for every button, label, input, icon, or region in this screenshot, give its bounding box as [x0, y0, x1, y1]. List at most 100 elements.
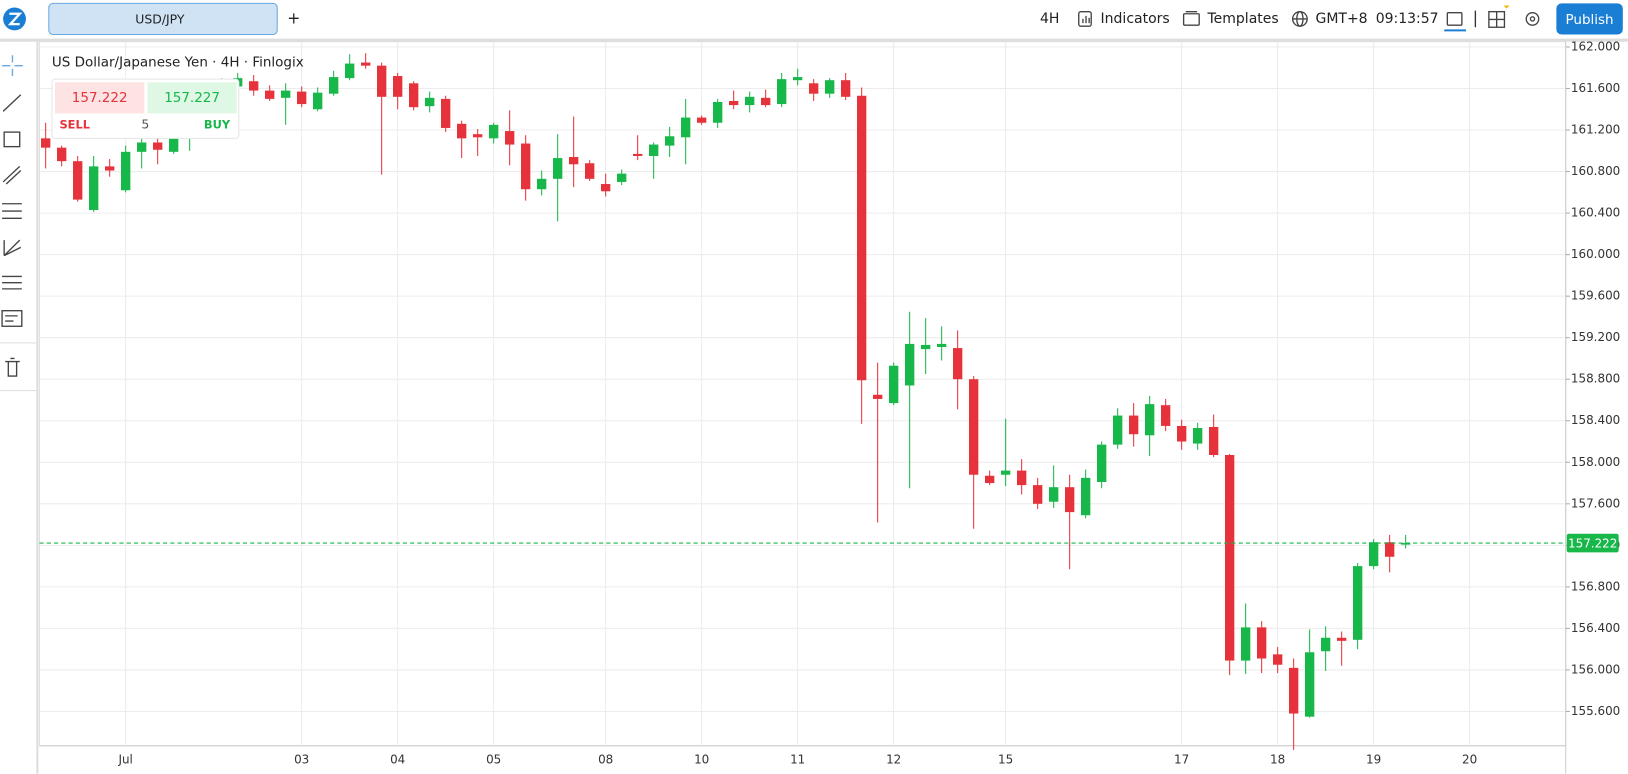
- candle-body: [1400, 543, 1411, 545]
- x-tick-label: 10: [694, 753, 709, 767]
- candle-body: [1016, 470, 1027, 486]
- candle-body: [1320, 637, 1331, 652]
- candle-body: [457, 123, 467, 139]
- candle-body: [936, 343, 947, 348]
- candle-body: [1352, 566, 1363, 640]
- rect-tool[interactable]: [3, 131, 21, 148]
- candle-body: [632, 153, 643, 156]
- symbol-box[interactable]: [48, 2, 278, 36]
- candle-body: [904, 343, 915, 386]
- candle-body: [249, 81, 259, 91]
- candle-body: [824, 80, 835, 94]
- candle-body: [521, 143, 531, 190]
- candle-body: [680, 117, 691, 138]
- candle-body: [872, 394, 883, 399]
- y-tick-label: 160.000: [1571, 247, 1620, 261]
- candle-body: [489, 124, 499, 139]
- sell-button[interactable]: [55, 82, 145, 114]
- symbol[interactable]: USD/JPY: [135, 11, 185, 26]
- candle-body: [776, 79, 787, 105]
- candle-body: [1112, 415, 1123, 445]
- add-tab[interactable]: +: [287, 9, 300, 27]
- candle-body: [281, 90, 291, 98]
- candle-body: [121, 151, 131, 191]
- x-tick-label: 05: [486, 753, 501, 767]
- templates[interactable]: Templates: [1207, 11, 1279, 27]
- x-tick-label: 19: [1366, 753, 1381, 767]
- candle-body: [984, 475, 995, 484]
- candle-body: [105, 166, 115, 171]
- fan-tool[interactable]: [3, 239, 22, 257]
- candle-body: [664, 136, 675, 146]
- fib-tool[interactable]: [2, 203, 22, 219]
- sell-label[interactable]: SELL: [59, 117, 90, 131]
- clock: 09:13:57: [1376, 11, 1439, 27]
- left-toolbar: [0, 41, 39, 774]
- candle-body: [1032, 485, 1043, 504]
- candle-body: [1288, 667, 1299, 714]
- candle-body: [1224, 455, 1235, 661]
- publish-button[interactable]: [1556, 3, 1623, 35]
- timezone[interactable]: GMT+8: [1315, 11, 1367, 27]
- candle-body: [569, 157, 579, 165]
- publish[interactable]: Publish: [1566, 12, 1614, 28]
- y-tick-label: 161.600: [1571, 81, 1620, 95]
- candle-body: [1144, 404, 1155, 436]
- line-tool[interactable]: [2, 94, 22, 112]
- x-tick-label: Jul: [117, 753, 132, 767]
- candle-body: [744, 96, 755, 106]
- y-tick-label: 158.400: [1571, 413, 1620, 427]
- x-tick-label: 17: [1174, 753, 1189, 767]
- candle-body: [441, 98, 451, 128]
- top-bar: USD/JPY + 4H Indicators Templates GMT+8 …: [0, 2, 1628, 42]
- y-tick-label: 158.000: [1571, 455, 1620, 469]
- y-tick-label: 157.600: [1571, 496, 1620, 510]
- x-tick-label: 08: [598, 753, 613, 767]
- candle-body: [393, 76, 403, 97]
- candle-body: [1096, 444, 1107, 483]
- candle-body: [425, 97, 435, 107]
- candle-body: [728, 100, 739, 106]
- pattern-tool[interactable]: [2, 275, 22, 290]
- sell-price[interactable]: 157.222: [72, 90, 128, 106]
- y-tick-label: 160.800: [1571, 164, 1620, 178]
- buy-price[interactable]: 157.227: [164, 90, 220, 106]
- indicators[interactable]: Indicators: [1101, 11, 1170, 27]
- y-tick-label: 155.600: [1571, 704, 1620, 718]
- candle-body: [73, 161, 83, 200]
- crosshair-tool[interactable]: [2, 55, 23, 77]
- plot: 155.600156.000156.400156.800157.200157.6…: [38, 39, 1620, 774]
- candle-body: [89, 166, 99, 210]
- candle-body: [1240, 627, 1251, 661]
- quote-panel: 157.222 157.227 SELL 5 BUY: [51, 78, 240, 139]
- candle-body: [1384, 542, 1395, 557]
- candle-body: [1080, 477, 1091, 516]
- buy-button[interactable]: [147, 82, 237, 114]
- quantity[interactable]: 5: [141, 116, 149, 131]
- candle-body: [1160, 405, 1171, 426]
- candle-body: [712, 101, 723, 123]
- x-tick-label: 03: [294, 753, 309, 767]
- candle-body: [1304, 652, 1315, 717]
- channel-tool[interactable]: [2, 165, 22, 185]
- y-tick-label: 159.200: [1571, 330, 1620, 344]
- x-tick-label: 20: [1462, 753, 1477, 767]
- candle-body: [696, 117, 707, 123]
- plot-frame: [38, 41, 1567, 747]
- candle-body: [265, 90, 275, 99]
- x-tick-label: 12: [886, 753, 901, 767]
- candle-body: [409, 83, 419, 108]
- delete-tool[interactable]: [5, 357, 20, 377]
- interval[interactable]: 4H: [1040, 11, 1059, 27]
- layout-icon[interactable]: [1446, 12, 1463, 26]
- text-tool[interactable]: [1, 310, 23, 327]
- candle-body: [329, 77, 339, 94]
- candle-body: [345, 63, 355, 79]
- buy-label[interactable]: BUY: [204, 117, 231, 131]
- last-price-label: 157.222: [1568, 537, 1617, 551]
- candle-body: [888, 365, 899, 404]
- y-tick-label: 159.600: [1571, 289, 1620, 303]
- candle-body: [505, 131, 515, 145]
- candle-body: [313, 92, 323, 110]
- settings[interactable]: [1525, 12, 1540, 26]
